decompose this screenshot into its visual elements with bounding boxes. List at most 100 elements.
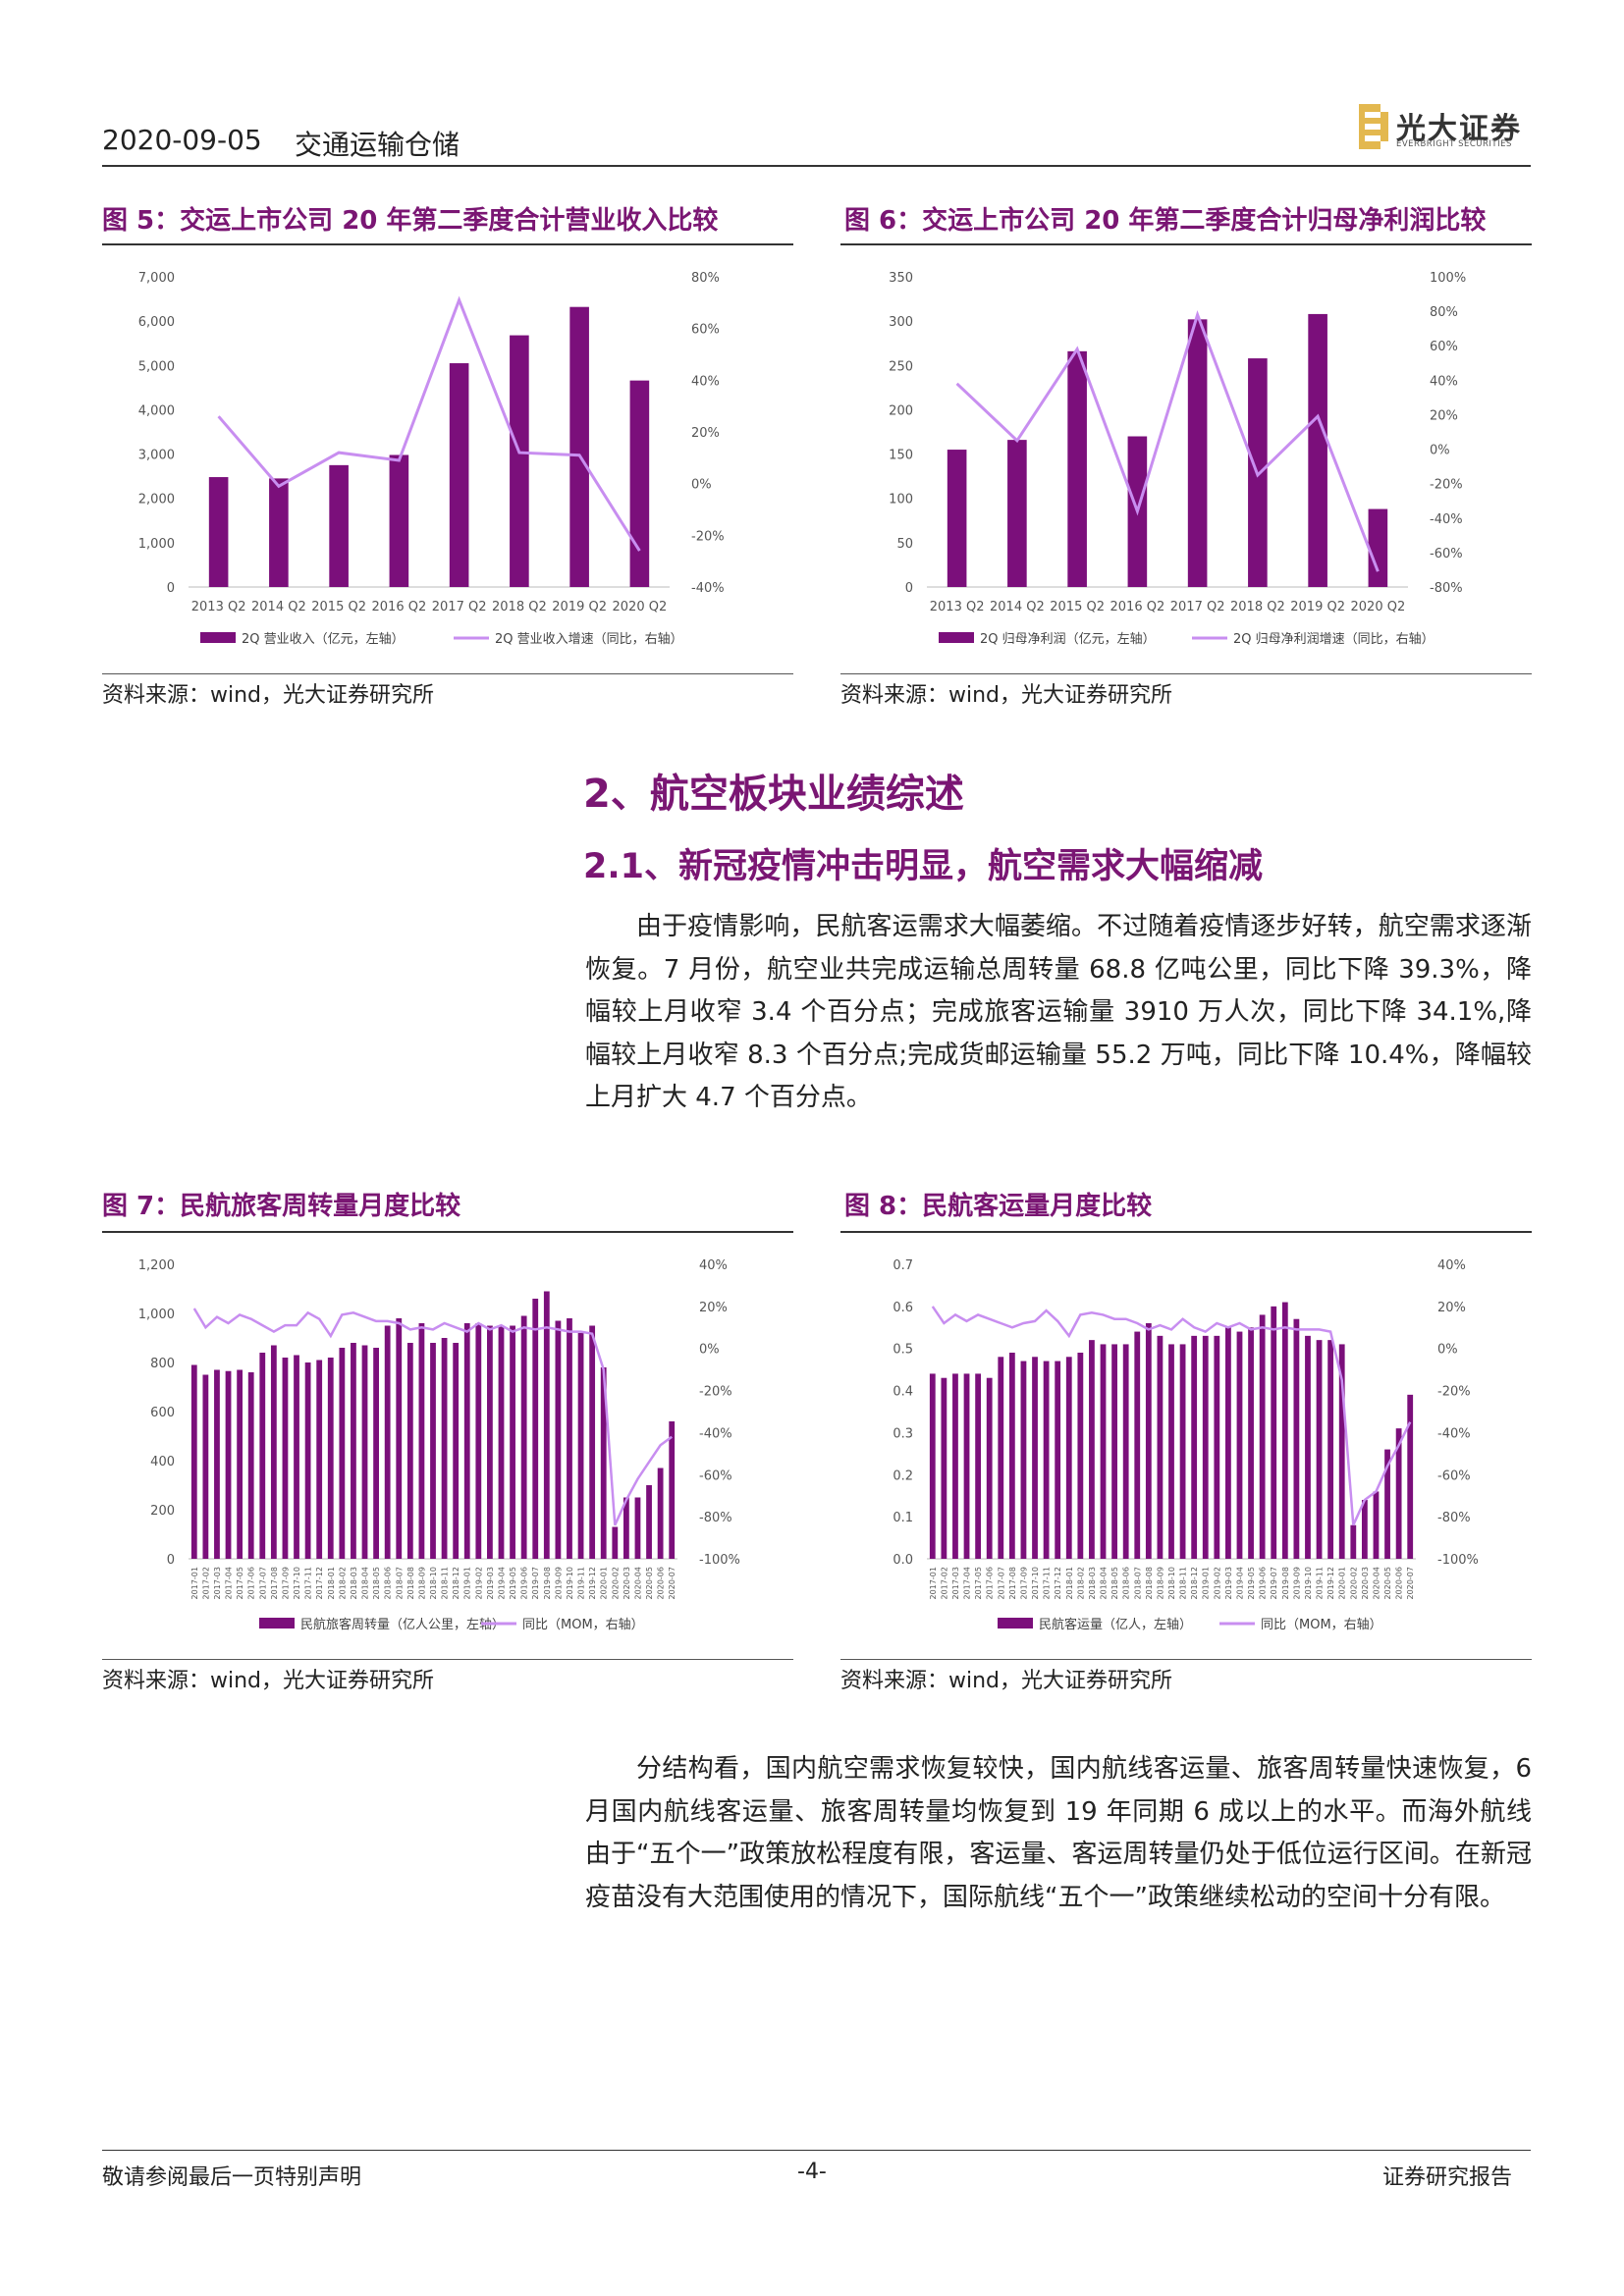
y-tick-label: 350	[889, 271, 913, 286]
bar	[669, 1421, 676, 1559]
bar	[270, 1345, 277, 1559]
x-tick-label: 2018-02	[1076, 1567, 1085, 1599]
x-tick-label: 2019-07	[531, 1567, 540, 1599]
bar	[190, 1364, 197, 1559]
bar	[1100, 1344, 1107, 1559]
x-tick-label: 2018-08	[406, 1567, 415, 1599]
bar	[629, 380, 650, 587]
logo-mark-icon	[1359, 104, 1388, 149]
x-tick-label: 2013 Q2	[191, 600, 246, 614]
growth-line	[931, 1306, 1412, 1526]
x-tick-label: 2020-01	[600, 1567, 609, 1599]
y-tick-label: 7,000	[138, 271, 175, 286]
bar	[1236, 1331, 1243, 1559]
y-tick-label: 0.4	[893, 1385, 913, 1400]
x-tick-label: 2017-05	[974, 1567, 983, 1599]
y-tick-label: 0.3	[893, 1426, 913, 1441]
bar	[1032, 1357, 1038, 1559]
bar	[1361, 1500, 1368, 1559]
bar	[487, 1325, 493, 1559]
bar	[208, 477, 229, 587]
y-tick-label: 4,000	[138, 403, 175, 418]
x-tick-label: 2018-10	[429, 1567, 438, 1599]
x-tick-label: 2019-12	[1326, 1567, 1335, 1599]
bar	[327, 1358, 334, 1559]
y-tick-label: 1,000	[138, 1308, 175, 1322]
logo-name-cn: 光大证券	[1396, 112, 1522, 146]
fig5-bottom-rule	[102, 673, 793, 674]
bar	[247, 1372, 254, 1559]
bar	[577, 1333, 584, 1559]
x-tick-label: 2017-12	[315, 1567, 324, 1599]
fig5-title: 图 5：交运上市公司 20 年第二季度合计营业收入比较	[102, 206, 719, 236]
bar	[294, 1355, 299, 1559]
bar	[1179, 1344, 1186, 1559]
y2-tick-label: 0%	[691, 478, 712, 493]
y2-tick-label: -80%	[699, 1511, 732, 1525]
bar	[1202, 1335, 1209, 1559]
bar	[634, 1497, 641, 1559]
x-tick-label: 2020-04	[633, 1567, 642, 1599]
y2-tick-label: 80%	[691, 271, 720, 286]
x-tick-label: 2017-12	[1054, 1567, 1062, 1599]
x-tick-label: 2019-12	[588, 1567, 597, 1599]
x-tick-label: 2018-01	[327, 1567, 336, 1599]
bar	[1007, 440, 1027, 587]
x-tick-label: 2017-04	[963, 1567, 972, 1599]
y-tick-label: 0	[905, 581, 913, 596]
x-tick-label: 2018-12	[1190, 1567, 1199, 1599]
x-tick-label: 2019-06	[520, 1567, 529, 1599]
x-tick-label: 2017-07	[258, 1567, 267, 1599]
legend-bar-label: 民航旅客周转量（亿人公里，左轴）	[300, 1617, 505, 1632]
bar	[498, 1325, 505, 1559]
bar	[449, 363, 469, 587]
bar	[1316, 1340, 1323, 1559]
y-tick-label: 0.1	[893, 1511, 913, 1525]
x-tick-label: 2017-01	[929, 1567, 938, 1599]
y2-tick-label: 0%	[1437, 1343, 1458, 1358]
growth-line	[217, 295, 641, 552]
bar	[555, 1320, 562, 1559]
x-tick-label: 2018-05	[1110, 1567, 1119, 1599]
bar	[1259, 1314, 1266, 1559]
bar	[259, 1353, 266, 1559]
section-2-heading: 2、航空板块业绩综述	[583, 772, 964, 817]
bar	[214, 1369, 220, 1559]
bar	[1293, 1318, 1300, 1559]
y2-tick-label: 40%	[1437, 1258, 1466, 1273]
bar	[941, 1377, 947, 1559]
legend-line-label: 2Q 归母净利润增速（同比，右轴）	[1233, 632, 1435, 647]
bar	[1122, 1344, 1129, 1559]
bar	[1281, 1302, 1288, 1559]
x-tick-label: 2017 Q2	[432, 600, 487, 614]
fig8-source: 资料来源：wind，光大证券研究所	[840, 1669, 1173, 1693]
fig6-source: 资料来源：wind，光大证券研究所	[840, 683, 1173, 708]
bar	[975, 1373, 982, 1559]
x-tick-label: 2019-03	[486, 1567, 495, 1599]
x-tick-label: 2019-11	[1316, 1567, 1325, 1599]
x-tick-label: 2019-01	[1202, 1567, 1211, 1599]
y2-tick-label: -20%	[1437, 1385, 1471, 1400]
x-tick-label: 2017-10	[293, 1567, 301, 1599]
x-tick-label: 2018-12	[452, 1567, 460, 1599]
y2-tick-label: 20%	[1437, 1301, 1466, 1315]
x-tick-label: 2020-07	[668, 1567, 677, 1599]
y2-tick-label: -20%	[691, 529, 725, 544]
x-tick-label: 2020-02	[611, 1567, 620, 1599]
y-tick-label: 800	[150, 1357, 175, 1371]
x-tick-label: 2018-09	[417, 1567, 426, 1599]
bar	[418, 1323, 425, 1559]
bar	[532, 1299, 539, 1559]
bar	[1089, 1340, 1095, 1559]
x-tick-label: 2018 Q2	[492, 600, 547, 614]
fig6-bottom-rule	[840, 673, 1532, 674]
legend-bar-swatch	[200, 632, 236, 643]
y2-tick-label: 40%	[691, 374, 720, 389]
report-section: 交通运输仓储	[295, 129, 460, 161]
bar	[1065, 1357, 1072, 1559]
fig6-rule	[840, 243, 1532, 245]
x-tick-label: 2019-04	[497, 1567, 506, 1599]
x-tick-label: 2015 Q2	[1050, 600, 1105, 614]
y-tick-label: 200	[889, 403, 913, 418]
legend-bar-label: 2Q 营业收入（亿元，左轴）	[242, 632, 405, 647]
